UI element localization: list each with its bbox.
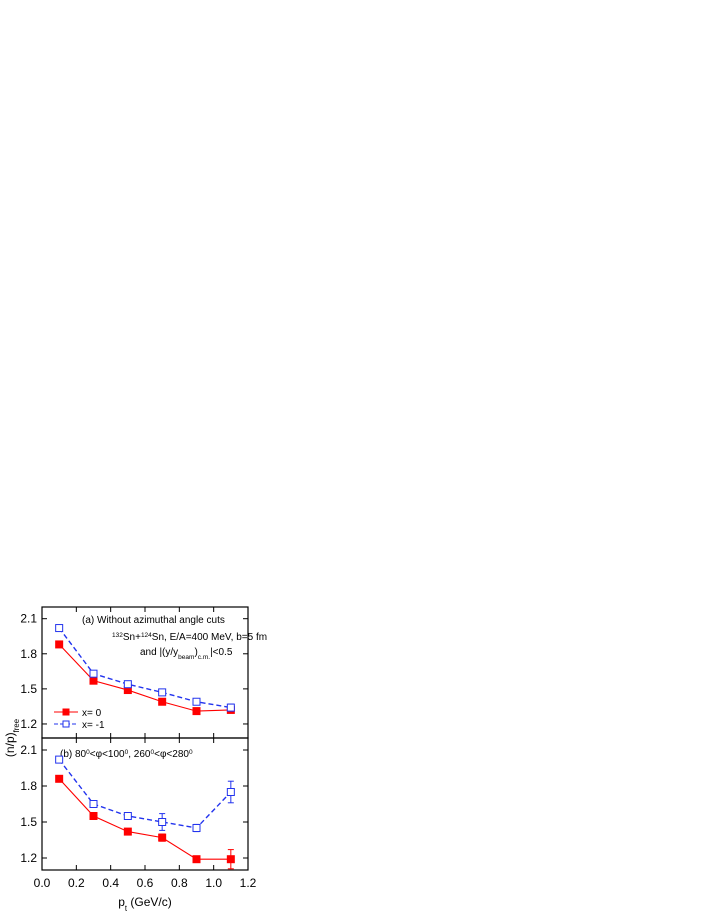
series-line: [58, 627, 231, 709]
data-point: [123, 812, 132, 820]
y-tick-label: 1.8: [20, 779, 37, 793]
y-axis-label: (n/p)free: [3, 719, 21, 757]
y-tick-label: 2.1: [20, 612, 37, 626]
series-line: [58, 778, 231, 860]
text-segment: 132: [112, 632, 123, 639]
text-segment: ): [194, 647, 197, 658]
data-point: [55, 755, 64, 764]
legend-label: x= -1: [82, 720, 105, 731]
data-point: [158, 697, 167, 706]
text-segment: (n/p): [3, 732, 17, 757]
annotation: 132Sn+124Sn, E/A=400 MeV, b=5 fm: [112, 632, 267, 644]
data-point: [89, 800, 98, 808]
data-point: [158, 818, 167, 826]
data-point: [55, 624, 64, 633]
text-segment: and |(y/y: [140, 647, 178, 658]
data-point: [123, 680, 132, 689]
text-segment: 0: [150, 749, 154, 756]
data-point: [55, 640, 64, 649]
data-point: [192, 855, 201, 864]
data-point: [192, 707, 201, 716]
x-tick-label: 1.2: [240, 876, 257, 890]
data-point: [55, 774, 64, 783]
annotation: (a) Without azimuthal angle cuts: [82, 615, 225, 626]
text-segment: 0: [86, 749, 90, 756]
data-point: [192, 824, 201, 832]
text-segment: t: [125, 904, 128, 913]
y-tick-label: 1.8: [20, 647, 37, 661]
data-point: [123, 827, 132, 836]
legend-marker: [62, 708, 70, 716]
text-segment: 0: [125, 749, 129, 756]
text-segment: (GeV/c): [127, 895, 172, 909]
x-tick-label: 0.6: [137, 876, 154, 890]
x-tick-label: 0.0: [34, 876, 51, 890]
plot-frame: [41, 606, 249, 739]
series-line: [58, 759, 232, 829]
data-point: [158, 688, 167, 697]
data-point: [226, 855, 235, 864]
data-point: [226, 703, 235, 712]
x-tick-label: 1.0: [205, 876, 222, 890]
text-segment: c.m.: [198, 654, 210, 661]
x-tick-label: 0.8: [171, 876, 188, 890]
text-segment: <φ<280: [154, 749, 189, 760]
y-tick-label: 1.2: [20, 851, 37, 865]
text-segment: free: [12, 719, 21, 732]
y-tick-label: 1.5: [20, 815, 37, 829]
data-point: [89, 676, 98, 685]
series-line: [58, 644, 231, 712]
y-tick-label: 2.1: [20, 743, 37, 757]
text-segment: , 260: [128, 749, 151, 760]
text-segment: |<0.5: [210, 647, 233, 658]
text-segment: 124: [141, 632, 152, 639]
text-segment: 0: [189, 749, 193, 756]
legend-label: x= 0: [82, 708, 102, 719]
y-tick-label: 1.2: [20, 717, 37, 731]
data-point: [89, 669, 98, 678]
data-point: [89, 812, 98, 820]
text-segment: <φ<100: [90, 749, 125, 760]
annotation: and |(y/ybeam)c.m.|<0.5: [140, 647, 233, 661]
text-segment: beam: [178, 654, 194, 661]
data-point: [158, 833, 167, 842]
data-point: [192, 697, 201, 706]
text-segment: (b) 80: [60, 749, 87, 760]
x-axis-label: pt (GeV/c): [118, 895, 172, 913]
x-tick-label: 0.4: [102, 876, 119, 890]
text-segment: p: [118, 895, 125, 909]
text-segment: Sn, E/A=400 MeV, b=5 fm: [152, 632, 267, 643]
annotation: (b) 800<φ<1000, 2600<φ<2800: [60, 749, 193, 761]
data-point: [226, 788, 235, 796]
x-tick-label: 0.2: [68, 876, 85, 890]
legend-marker: [62, 720, 70, 728]
y-tick-label: 1.5: [20, 682, 37, 696]
text-segment: Sn+: [123, 632, 141, 643]
text-segment: (a) Without azimuthal angle cuts: [82, 615, 225, 626]
